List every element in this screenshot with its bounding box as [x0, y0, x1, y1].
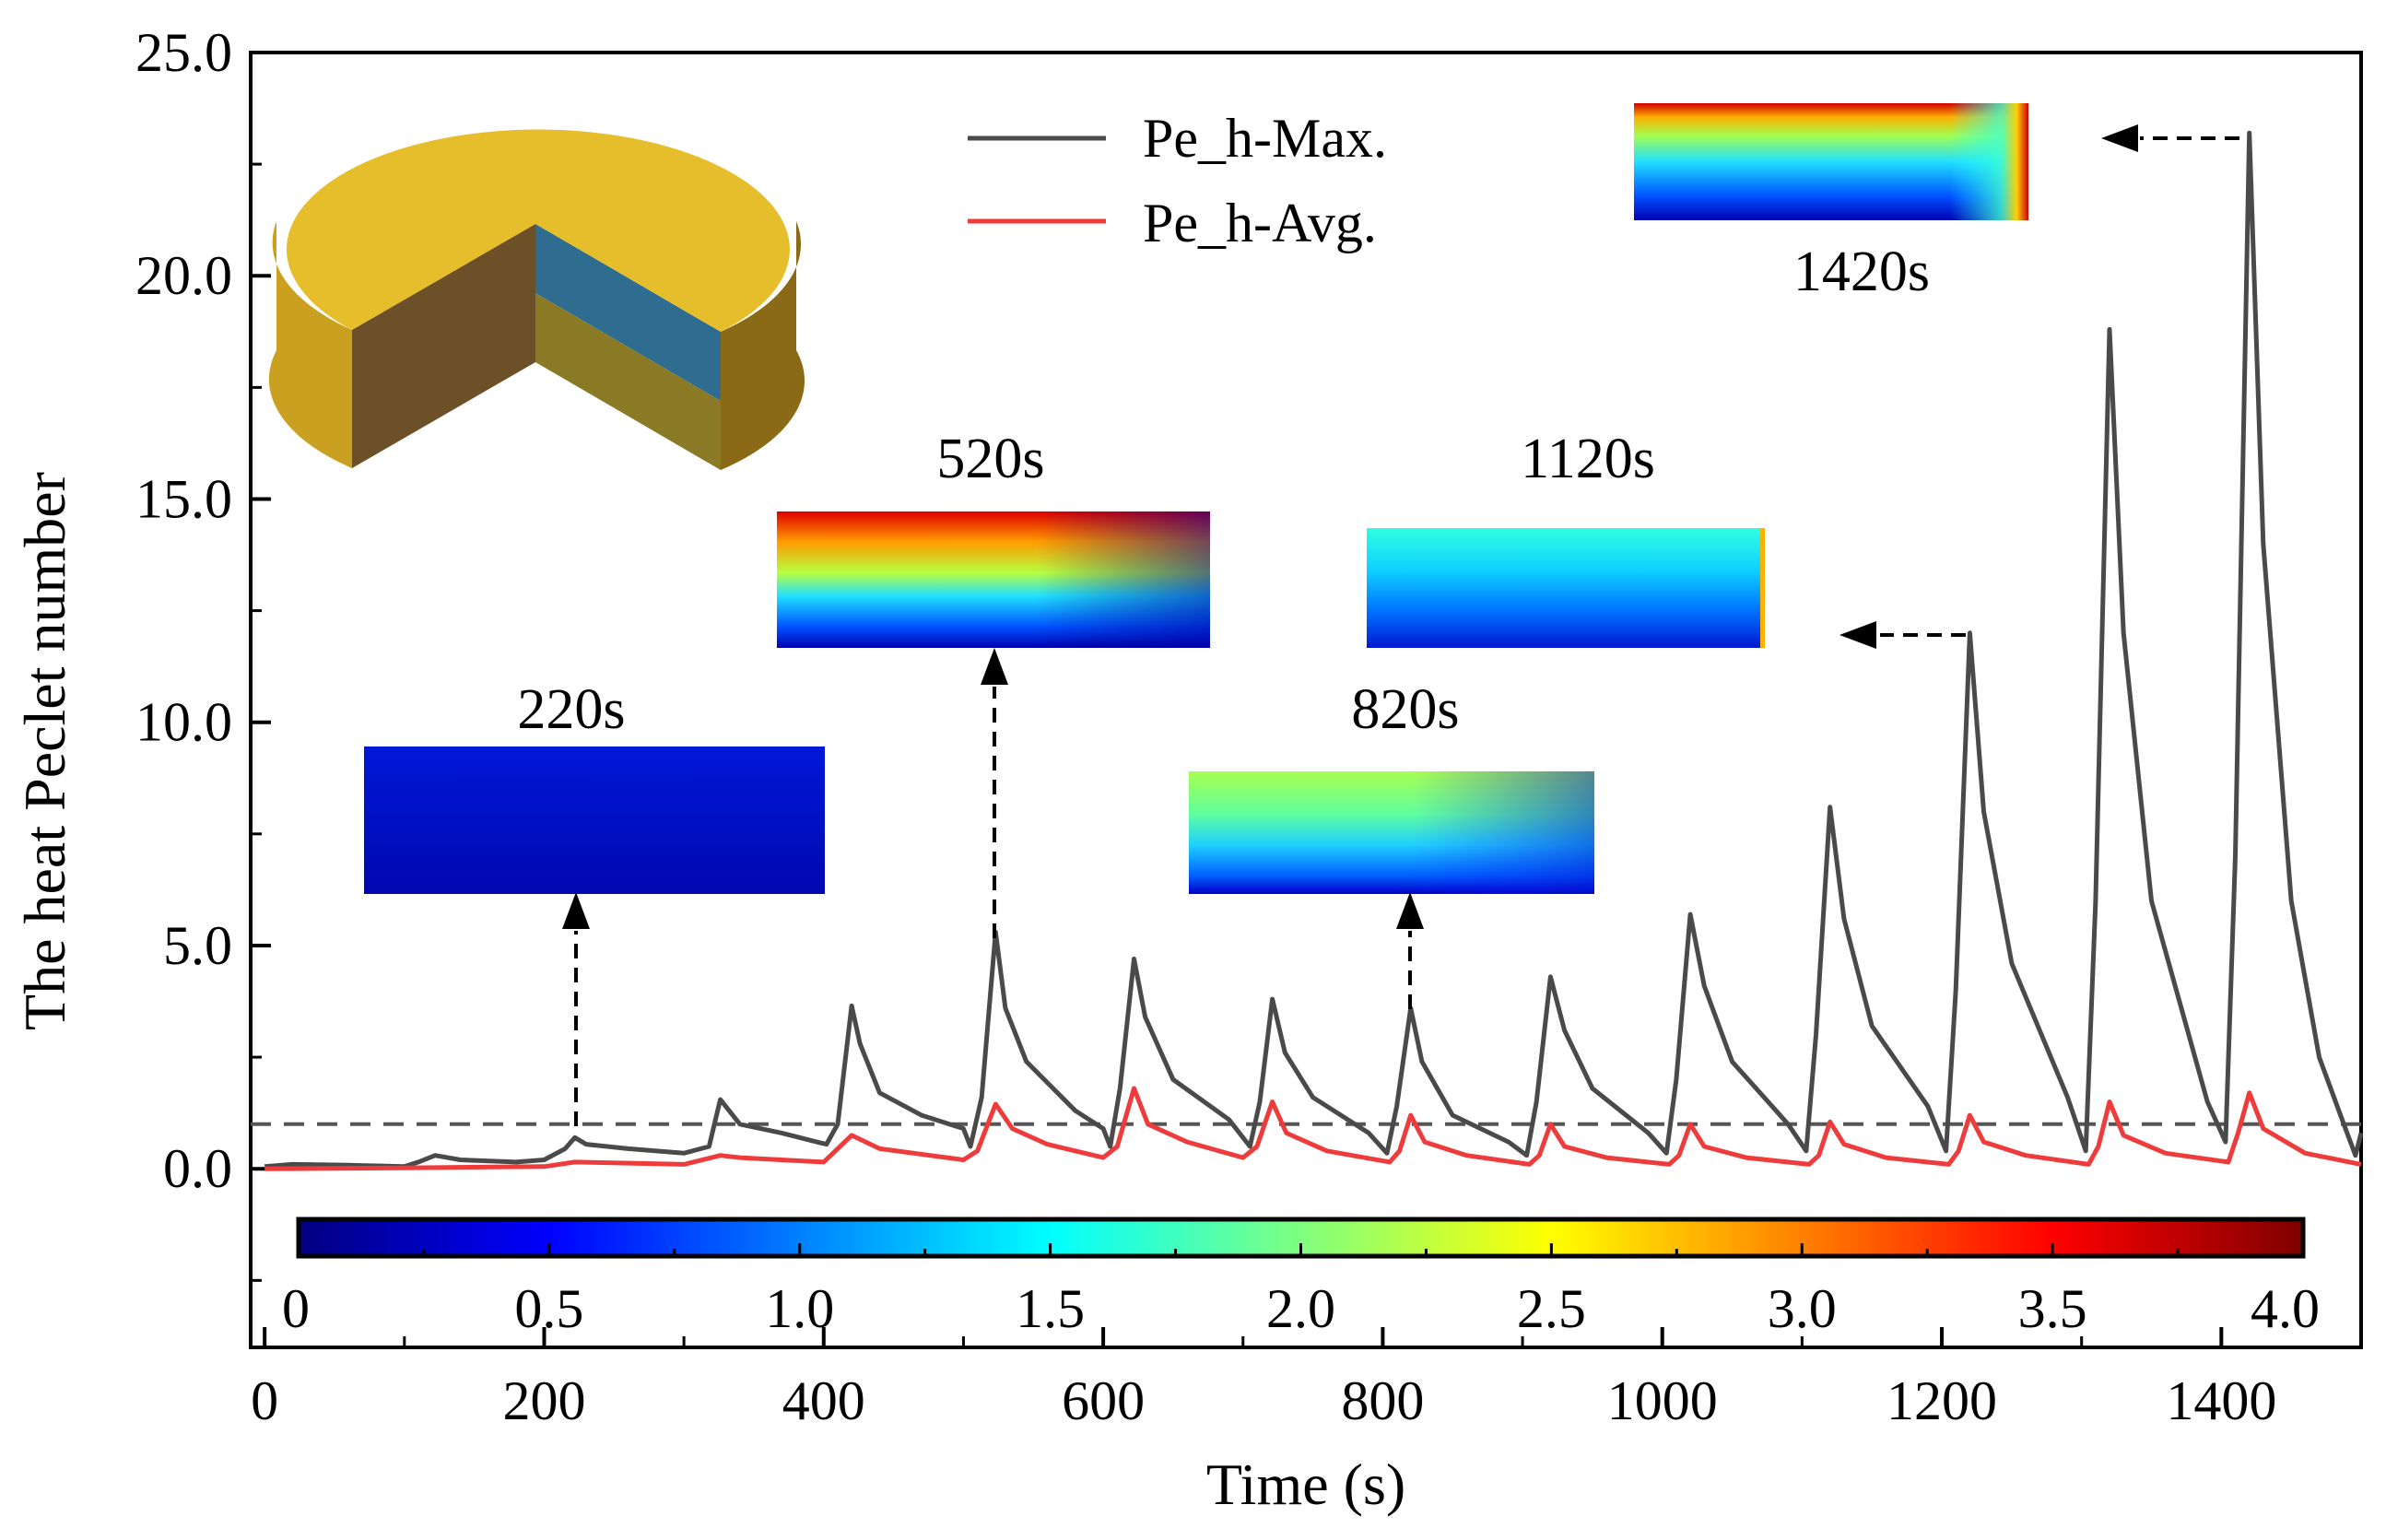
snapshot-1420s [1634, 103, 2028, 220]
snapshot-520s [777, 511, 1210, 648]
x-tick-label: 1200 [1886, 1370, 1997, 1431]
annotation-label-220s: 220s [517, 678, 625, 741]
y-axis: 0.0 5.0 10.0 15.0 20.0 25.0 [135, 22, 271, 1282]
series-line-avg [264, 1086, 2362, 1171]
snapshot-220s [364, 746, 825, 894]
colorbar-label: 4.0 [2251, 1278, 2320, 1339]
x-tick-label: 600 [1062, 1370, 1145, 1431]
arrowhead-220s [562, 892, 590, 929]
arrow-layer [562, 124, 2239, 1126]
colorbar-label: 3.0 [1768, 1278, 1837, 1339]
arrowhead-820s [1396, 892, 1424, 929]
arrowhead-520s [981, 648, 1008, 685]
series-layer [264, 130, 2364, 1171]
legend-label-avg: Pe_h-Avg. [1143, 193, 1377, 253]
annotation-label-1120s: 1120s [1521, 428, 1655, 490]
y-tick-label: 10.0 [135, 692, 232, 753]
y-tick-label: 15.0 [135, 468, 232, 529]
colorbar-label: 0 [282, 1278, 310, 1339]
y-tick-label: 0.0 [163, 1138, 232, 1199]
colorbar-label: 0.5 [514, 1278, 583, 1339]
colorbar-label: 2.5 [1517, 1278, 1586, 1339]
arrowhead-1120s [1839, 621, 1876, 649]
annotation-label-1420s: 1420s [1793, 241, 1930, 303]
legend-label-max: Pe_h-Max. [1143, 108, 1387, 169]
x-tick-label: 0 [251, 1370, 278, 1431]
snapshot-820s [1189, 771, 1594, 894]
x-tick-label: 200 [502, 1370, 585, 1431]
arrowhead-1420s [2101, 124, 2138, 152]
annotation-label-820s: 820s [1351, 678, 1459, 741]
colorbar: 0 0.5 1.0 1.5 2.0 2.5 3.0 3.5 4.0 [282, 1217, 2320, 1339]
snapshot-1120s [1367, 528, 1765, 648]
y-tick-label: 5.0 [163, 915, 232, 976]
y-tick-label: 20.0 [135, 245, 232, 306]
colorbar-label: 3.5 [2018, 1278, 2087, 1339]
plot-frame [249, 51, 2363, 1349]
x-tick-label: 800 [1341, 1370, 1424, 1431]
x-tick-label: 400 [782, 1370, 865, 1431]
x-axis: 0 200 400 600 800 1000 1200 1400 [251, 1327, 2363, 1431]
series-line-max [264, 130, 2364, 1170]
colorbar-label: 2.0 [1266, 1278, 1335, 1339]
y-tick-label: 25.0 [135, 22, 232, 83]
colorbar-label: 1.0 [765, 1278, 834, 1339]
x-axis-title: Time (s) [1206, 1452, 1405, 1517]
annotation-label-520s: 520s [936, 428, 1044, 490]
y-axis-title: The heat Peclet number [12, 472, 77, 1030]
cylinder-illustration [268, 129, 805, 470]
colorbar-ticks: 0 0.5 1.0 1.5 2.0 2.5 3.0 3.5 4.0 [282, 1243, 2320, 1339]
x-tick-label: 1000 [1607, 1370, 1718, 1431]
x-tick-label: 1400 [2166, 1370, 2276, 1431]
legend: Pe_h-Max. Pe_h-Avg. [968, 108, 1387, 253]
colorbar-label: 1.5 [1016, 1278, 1085, 1339]
